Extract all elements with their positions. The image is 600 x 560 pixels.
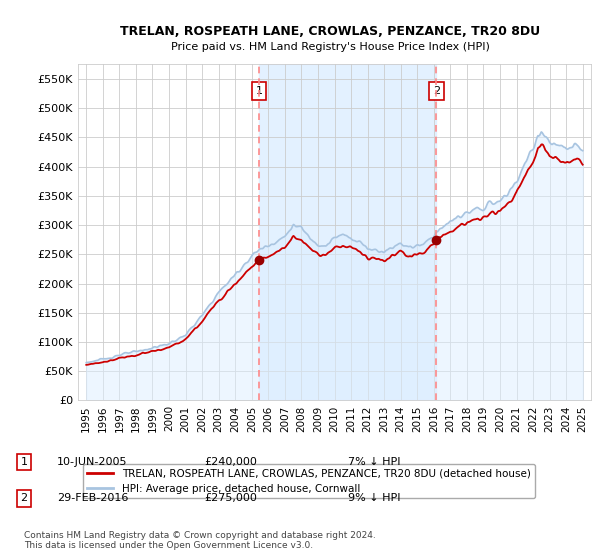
Text: 7% ↓ HPI: 7% ↓ HPI	[348, 457, 401, 467]
Text: Price paid vs. HM Land Registry's House Price Index (HPI): Price paid vs. HM Land Registry's House …	[170, 42, 490, 52]
Text: 2: 2	[433, 86, 440, 96]
Text: £240,000: £240,000	[204, 457, 257, 467]
Text: 2: 2	[20, 493, 28, 503]
Text: 1: 1	[256, 86, 263, 96]
Text: TRELAN, ROSPEATH LANE, CROWLAS, PENZANCE, TR20 8DU: TRELAN, ROSPEATH LANE, CROWLAS, PENZANCE…	[120, 25, 540, 38]
Bar	[259, 64, 436, 400]
Text: 1: 1	[20, 457, 28, 467]
Text: Contains HM Land Registry data © Crown copyright and database right 2024.
This d: Contains HM Land Registry data © Crown c…	[24, 530, 376, 550]
Text: 10-JUN-2005: 10-JUN-2005	[57, 457, 128, 467]
Text: 9% ↓ HPI: 9% ↓ HPI	[348, 493, 401, 503]
Text: 29-FEB-2016: 29-FEB-2016	[57, 493, 128, 503]
Legend: TRELAN, ROSPEATH LANE, CROWLAS, PENZANCE, TR20 8DU (detached house), HPI: Averag: TRELAN, ROSPEATH LANE, CROWLAS, PENZANCE…	[83, 464, 535, 498]
Text: £275,000: £275,000	[204, 493, 257, 503]
